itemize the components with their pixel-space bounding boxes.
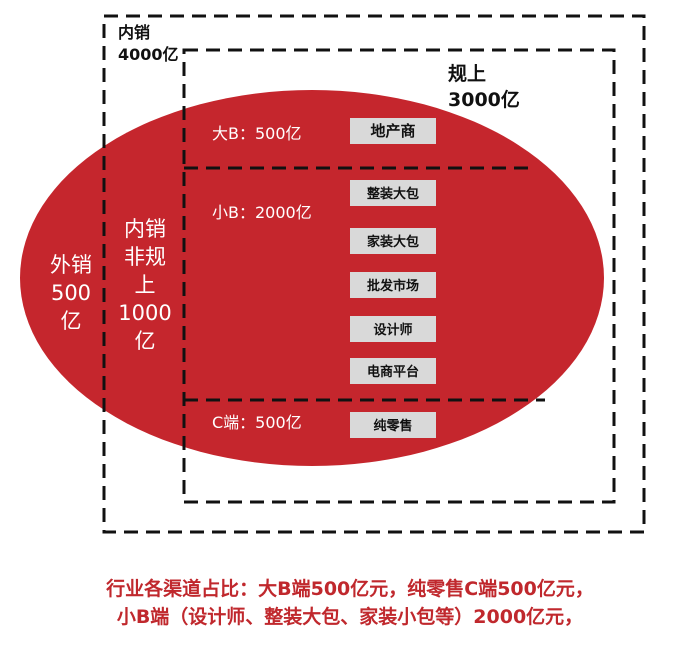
export-label-line1: 外销	[50, 253, 92, 277]
channel-box: 设计师	[350, 316, 436, 342]
inner-frame-label-line1: 规上	[448, 62, 486, 85]
nonscale-label-line1: 内销	[124, 217, 166, 241]
channel-box-label: 设计师	[373, 322, 412, 338]
channel-box-bg	[350, 272, 436, 298]
channel-box-bg	[350, 118, 436, 144]
channel-box-label: 家装大包	[367, 234, 419, 250]
caption-line1: 行业各渠道占比：大B端500亿元，纯零售C端500亿元，	[106, 578, 594, 600]
channel-box-bg	[350, 180, 436, 206]
channel-box-label: 地产商	[370, 122, 415, 140]
channel-box-label: 电商平台	[367, 364, 419, 380]
channel-box: 电商平台	[350, 358, 436, 384]
outer-frame-label-line1: 内销	[118, 23, 150, 42]
channel-box: 整装大包	[350, 180, 436, 206]
caption-line2: 小B端（设计师、整装大包、家装小包等）2000亿元，	[116, 606, 584, 628]
export-label: 外销 500 亿	[50, 253, 92, 333]
channel-box-label: 纯零售	[373, 418, 412, 434]
channel-box: 家装大包	[350, 228, 436, 254]
channel-box-label: 整装大包	[366, 186, 419, 202]
channel-box-bg	[350, 228, 436, 254]
nonscale-label-line3: 上	[135, 273, 156, 297]
outer-domestic-frame	[102, 14, 646, 534]
nonscale-label-line5: 亿	[135, 329, 156, 353]
outer-frame-label-line2: 4000亿	[118, 45, 179, 64]
channel-box: 纯零售	[350, 412, 436, 438]
channel-box: 批发市场	[350, 272, 436, 298]
nonscale-label-line2: 非规	[124, 245, 166, 269]
channel-box-bg	[350, 316, 436, 342]
channel-box-bg	[350, 412, 436, 438]
channel-box-label: 批发市场	[367, 278, 419, 294]
segment-label-small-b: 小B：2000亿	[212, 203, 312, 222]
segment-label-c-end: C端：500亿	[212, 413, 302, 432]
export-label-line2: 500	[51, 281, 91, 305]
channel-box-bg	[350, 358, 436, 384]
market-ellipse	[20, 90, 604, 466]
nonscale-label: 内销 非规 上 1000 亿	[118, 217, 171, 353]
inner-frame-label-line2: 3000亿	[448, 88, 520, 111]
segment-label-big-b: 大B：500亿	[212, 124, 302, 143]
nonscale-label-line4: 1000	[118, 301, 171, 325]
export-label-line3: 亿	[61, 309, 82, 333]
channel-box: 地产商	[350, 118, 436, 144]
